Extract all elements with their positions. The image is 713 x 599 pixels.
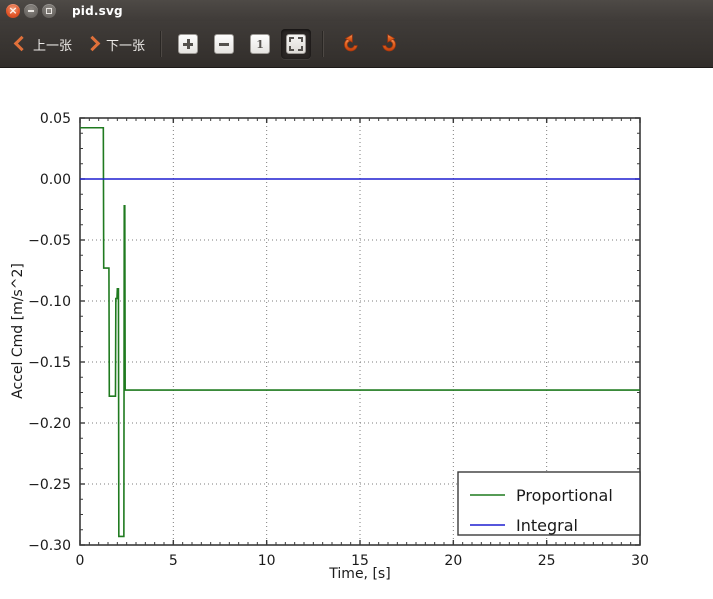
one-icon: 1 [250,34,271,54]
rotate-right-icon [382,33,396,52]
x-tick-label: 20 [444,553,462,569]
rotate-right-button[interactable] [372,27,406,61]
series-line [80,126,640,538]
minimize-window-button[interactable] [24,3,38,18]
rotate-left-button[interactable] [334,27,368,61]
y-tick-label: −0.10 [28,294,71,310]
window-title: pid.svg [72,3,123,18]
x-tick-label: 0 [76,553,85,569]
zoom-in-button[interactable] [173,29,203,59]
fit-window-icon [286,34,307,54]
previous-image-button[interactable]: 上一张 [6,27,79,61]
close-window-button[interactable] [6,3,20,18]
legend: Proportional Integral [457,471,641,536]
y-axis-label: Accel Cmd [m/s^2] [10,263,26,399]
titlebar: pid.svg [0,0,713,21]
legend-label: Proportional [516,486,613,505]
legend-label: Integral [516,516,578,535]
toolbar-separator-1 [160,31,163,57]
y-tick-label: −0.15 [28,355,71,371]
chevron-right-icon [86,34,100,54]
next-image-label: 下一张 [106,38,146,54]
zoom-out-button[interactable] [209,29,239,59]
pid-plot: 0 5 10 15 20 25 30 0.05 0.00 −0.05 −0.10 −0.15 −0.2… [10,111,649,582]
data-series [80,126,640,538]
next-image-button[interactable]: 下一张 [79,27,152,61]
previous-image-label: 上一张 [33,38,73,54]
rotate-left-icon [344,33,358,52]
normal-size-label: 1 [256,37,264,51]
toolbar: 上一张 下一张 1 [0,21,713,68]
y-tick-label: 0.00 [40,172,71,188]
y-tick-label: −0.05 [28,233,71,249]
y-tick-label: −0.25 [28,477,71,493]
y-tick-label: −0.20 [28,416,71,432]
plus-icon [178,34,199,54]
x-tick-labels: 0 5 10 15 20 25 30 [76,553,649,569]
chevron-left-icon [13,34,27,54]
y-tick-label: −0.30 [28,538,71,554]
close-icon [6,4,20,18]
x-tick-label: 5 [169,553,178,569]
x-axis-label: Time, [s] [328,566,390,582]
x-tick-label: 10 [258,553,276,569]
minimize-icon [24,4,38,18]
x-tick-label: 30 [631,553,649,569]
normal-size-button[interactable]: 1 [245,29,275,59]
axis-minor-ticks [79,117,641,546]
y-tick-labels: 0.05 0.00 −0.05 −0.10 −0.15 −0.20 −0.25 −0.30 [28,111,71,554]
minus-icon [214,34,235,54]
maximize-window-button[interactable] [42,3,56,18]
x-tick-label: 25 [538,553,556,569]
toolbar-separator-2 [322,31,325,57]
maximize-icon [42,4,56,18]
image-canvas: 0 5 10 15 20 25 30 0.05 0.00 −0.05 −0.10 −0.15 −0.2… [0,68,713,599]
x-tick-label: 15 [351,553,369,569]
best-fit-button[interactable] [281,29,312,59]
y-tick-label: 0.05 [40,111,71,127]
